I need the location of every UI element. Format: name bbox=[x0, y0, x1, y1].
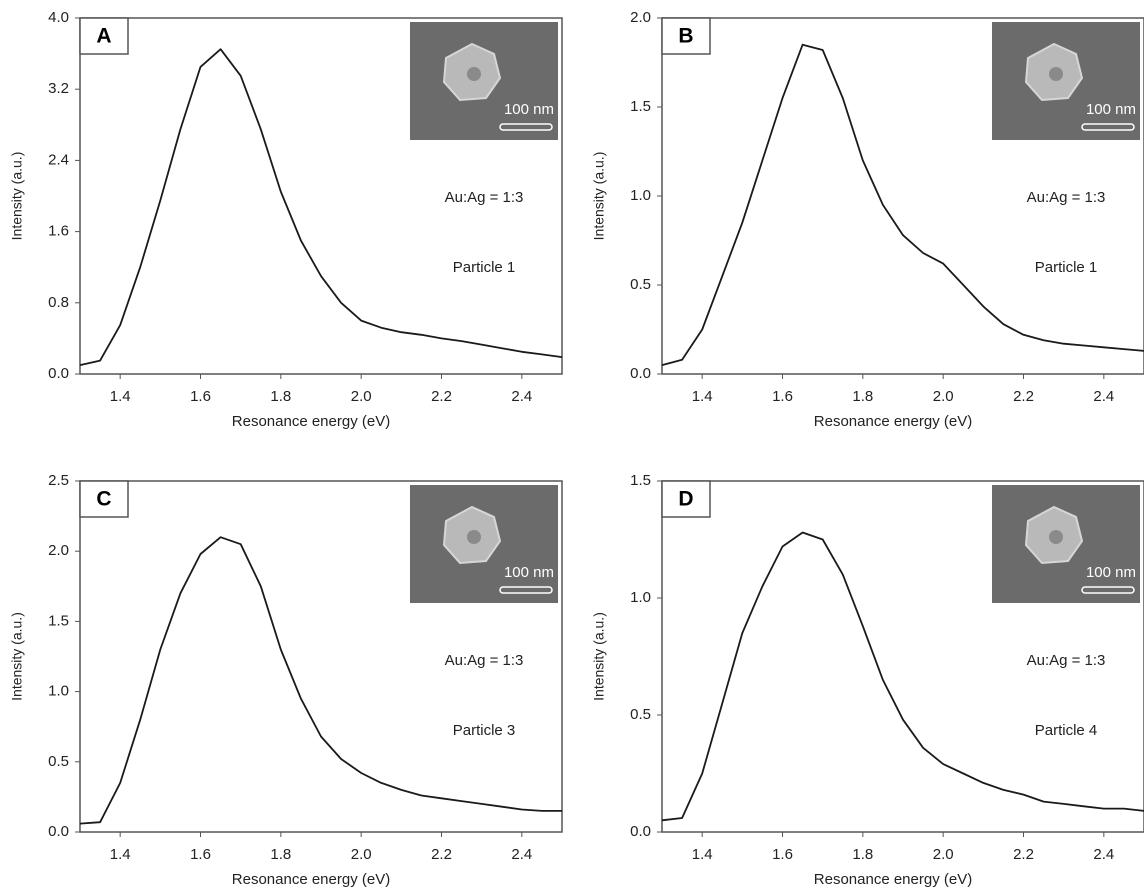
panel: 1.4 1.6 1.8 2.0 2.2 2.4 0.0 0.8 1.6 2.4 3.2 4.0 Reso… bbox=[9, 9, 563, 430]
y-tick-label: 0.0 bbox=[48, 365, 69, 382]
x-tick-label: 1.8 bbox=[852, 388, 873, 405]
scale-bar bbox=[1081, 586, 1135, 594]
particle-hole bbox=[1049, 67, 1063, 81]
y-axis-label: Intensity (a.u.) bbox=[591, 612, 607, 701]
panel-label-box bbox=[661, 480, 711, 518]
particle-hole bbox=[467, 67, 481, 81]
x-tick-label: 1.6 bbox=[772, 846, 793, 863]
plot-frame bbox=[661, 480, 1144, 833]
annotation: Au:Ag = 1:3 bbox=[445, 189, 524, 206]
x-axis-label: Resonance energy (eV) bbox=[814, 413, 972, 430]
x-tick-label: 2.4 bbox=[1093, 388, 1114, 405]
y-tick-label: 1.5 bbox=[48, 612, 69, 629]
x-tick-label: 2.2 bbox=[1013, 388, 1034, 405]
panel: 1.4 1.6 1.8 2.0 2.2 2.4 0.0 0.5 1.0 1.5 2.0 Resonan… bbox=[591, 9, 1144, 430]
annotation: Au:Ag = 1:3 bbox=[1027, 652, 1106, 669]
panel-label: B bbox=[678, 25, 693, 48]
y-tick-label: 0.5 bbox=[630, 276, 651, 293]
x-tick-label: 1.4 bbox=[692, 388, 713, 405]
annotation: Particle 3 bbox=[453, 722, 516, 739]
y-tick-label: 3.2 bbox=[48, 80, 69, 97]
y-tick-label: 0.0 bbox=[48, 823, 69, 840]
y-tick-label: 4.0 bbox=[48, 9, 69, 26]
spectrum-line bbox=[661, 531, 1144, 822]
annotation: Particle 1 bbox=[1035, 259, 1098, 276]
x-tick-label: 2.0 bbox=[933, 388, 954, 405]
y-tick-label: 0.0 bbox=[630, 823, 651, 840]
x-tick-label: 1.4 bbox=[692, 846, 713, 863]
y-tick-label: 0.5 bbox=[48, 753, 69, 770]
panel-label: A bbox=[96, 25, 111, 48]
x-tick-label: 1.8 bbox=[270, 388, 291, 405]
x-tick-label: 2.4 bbox=[511, 846, 532, 863]
x-tick-label: 2.2 bbox=[1013, 846, 1034, 863]
annotation: Au:Ag = 1:3 bbox=[445, 652, 524, 669]
x-tick-label: 2.4 bbox=[511, 388, 532, 405]
particle-hole bbox=[467, 530, 481, 544]
particle-hole bbox=[1049, 530, 1063, 544]
y-tick-label: 1.5 bbox=[630, 98, 651, 115]
y-axis-label: Intensity (a.u.) bbox=[9, 152, 25, 241]
y-tick-label: 1.5 bbox=[630, 472, 651, 489]
x-tick-label: 2.0 bbox=[351, 846, 372, 863]
x-tick-label: 1.4 bbox=[110, 846, 131, 863]
y-axis-label: Intensity (a.u.) bbox=[591, 152, 607, 241]
plot-frame bbox=[79, 17, 563, 375]
plot-frame bbox=[79, 480, 563, 833]
x-tick-label: 1.6 bbox=[772, 388, 793, 405]
x-tick-label: 2.2 bbox=[431, 388, 452, 405]
y-tick-label: 0.0 bbox=[630, 365, 651, 382]
panel-label-box bbox=[79, 480, 129, 518]
x-axis-label: Resonance energy (eV) bbox=[814, 871, 972, 888]
y-tick-label: 2.4 bbox=[48, 151, 69, 168]
y-tick-label: 1.0 bbox=[48, 683, 69, 700]
x-tick-label: 2.2 bbox=[431, 846, 452, 863]
scale-bar bbox=[1081, 123, 1135, 131]
y-tick-label: 2.0 bbox=[48, 542, 69, 559]
inset-scale: 100 nm bbox=[1086, 564, 1136, 581]
y-tick-label: 2.5 bbox=[48, 472, 69, 489]
spectrum-line bbox=[79, 48, 563, 366]
annotation: Particle 4 bbox=[1035, 722, 1098, 739]
x-tick-label: 1.8 bbox=[852, 846, 873, 863]
y-tick-label: 1.0 bbox=[630, 187, 651, 204]
y-tick-label: 0.5 bbox=[630, 706, 651, 723]
panel: 1.4 1.6 1.8 2.0 2.2 2.4 0.0 0.5 1.0 1.5 2.0 2.5 Reso… bbox=[9, 472, 563, 888]
inset-scale: 100 nm bbox=[504, 564, 554, 581]
x-tick-label: 1.8 bbox=[270, 846, 291, 863]
inset-scale: 100 nm bbox=[1086, 101, 1136, 118]
y-axis-label: Intensity (a.u.) bbox=[9, 612, 25, 701]
x-tick-label: 2.0 bbox=[351, 388, 372, 405]
panel-label: C bbox=[96, 488, 111, 511]
panel-label-box bbox=[79, 17, 129, 55]
spectrum-line bbox=[661, 43, 1144, 366]
panel: 1.4 1.6 1.8 2.0 2.2 2.4 0.0 0.5 1.0 1.5 Resonance … bbox=[591, 472, 1144, 888]
y-tick-label: 0.8 bbox=[48, 294, 69, 311]
y-tick-label: 1.0 bbox=[630, 589, 651, 606]
x-tick-label: 1.6 bbox=[190, 388, 211, 405]
x-tick-label: 1.4 bbox=[110, 388, 131, 405]
inset-scale: 100 nm bbox=[504, 101, 554, 118]
y-tick-label: 2.0 bbox=[630, 9, 651, 26]
annotation: Particle 1 bbox=[453, 259, 516, 276]
x-tick-label: 2.4 bbox=[1093, 846, 1114, 863]
scale-bar bbox=[499, 586, 553, 594]
x-axis-label: Resonance energy (eV) bbox=[232, 871, 390, 888]
x-tick-label: 2.0 bbox=[933, 846, 954, 863]
panel-label: D bbox=[678, 488, 693, 511]
x-axis-label: Resonance energy (eV) bbox=[232, 413, 390, 430]
annotation: Au:Ag = 1:3 bbox=[1027, 189, 1106, 206]
x-tick-label: 1.6 bbox=[190, 846, 211, 863]
scale-bar bbox=[499, 123, 553, 131]
y-tick-label: 1.6 bbox=[48, 223, 69, 240]
spectrum-line bbox=[79, 536, 562, 825]
panel-label-box bbox=[661, 17, 711, 55]
